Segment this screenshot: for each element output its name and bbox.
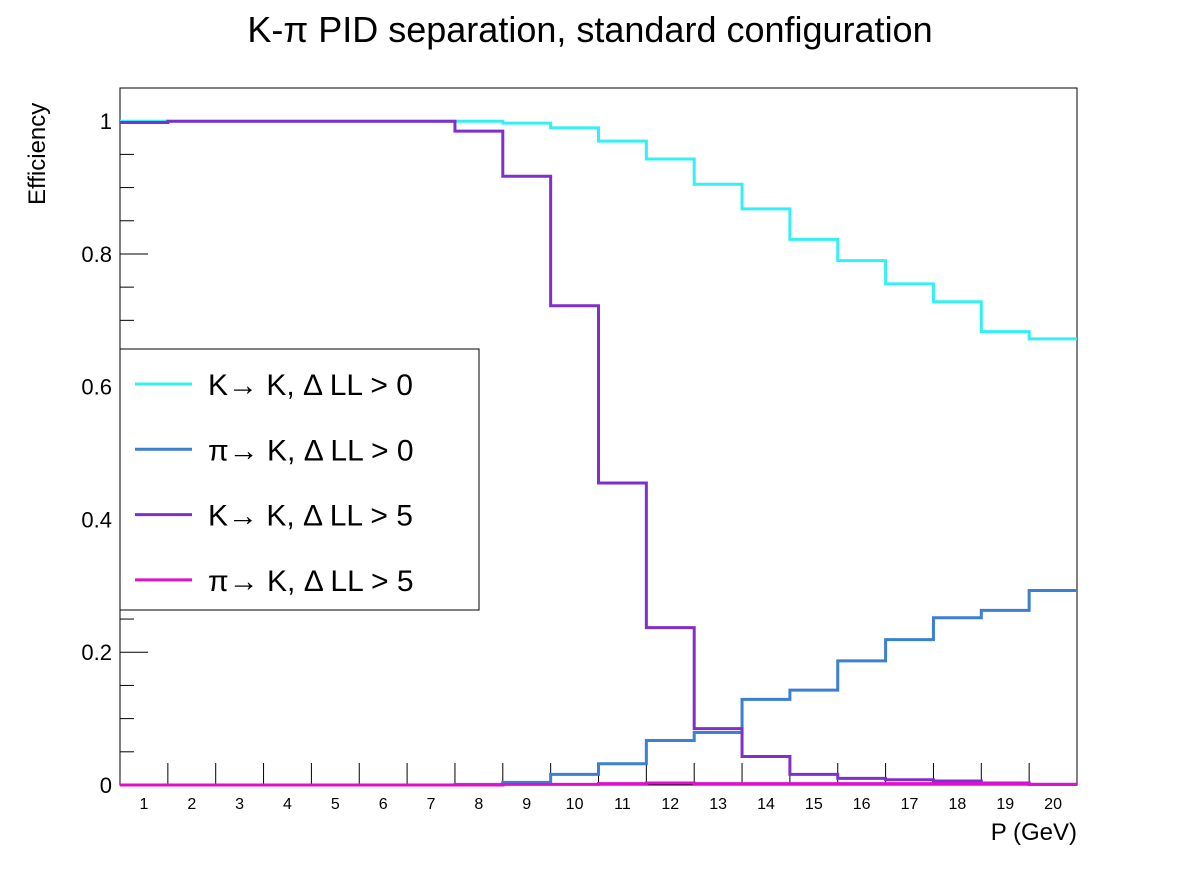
legend-label-3: K→ K, Δ LL > 5 [208,500,413,533]
x-tick-label: 14 [757,796,775,813]
y-tick-label: 0.2 [81,640,112,665]
x-tick-label: 5 [331,796,340,813]
x-tick-label: 20 [1044,796,1062,813]
series-line-3 [120,119,1077,786]
y-tick-label: 0.4 [81,507,112,532]
x-tick-label: 9 [522,796,531,813]
x-axis-label: P (GeV) [991,819,1077,846]
legend-box [119,348,480,611]
legend-label-2: π→ K, Δ LL > 0 [208,434,414,467]
x-tick-label: 11 [614,796,631,813]
chart-title: K-π PID separation, standard configurati… [247,9,932,50]
x-tick-label: 16 [853,796,871,813]
y-tick-label: 1 [100,109,112,134]
legend-entries: K→ K, Δ LL > 0 π→ K, Δ LL > 0 K→ K, Δ LL >… [135,369,414,598]
x-tick-label: 19 [996,796,1014,813]
x-tick-label: 15 [805,796,823,813]
legend: K→ K, Δ LL > 0 π→ K, Δ LL > 0 K→ K, Δ LL >… [119,348,480,611]
x-tick-label: 10 [566,796,584,813]
series-line-4 [120,781,1077,787]
x-tick-label: 13 [709,796,727,813]
x-tick-label: 1 [139,796,148,813]
series-line-2 [120,589,1077,787]
y-tick-label: 0.8 [81,242,112,267]
x-tick-label: 6 [379,796,388,813]
y-tick-label: 0.6 [81,375,112,400]
x-tick-label: 7 [427,796,436,813]
y-tick-label: 0 [100,773,112,798]
x-tick-label: 3 [235,796,244,813]
legend-label-4: π→ K, Δ LL > 5 [208,565,414,598]
y-axis-label: Efficiency [24,103,51,205]
x-tick-label: 8 [474,796,483,813]
x-axis-ticks: 1 2 3 4 5 6 7 8 9 10 11 12 13 14 15 16 17 18 19 20 [139,763,1062,813]
x-tick-label: 12 [661,796,679,813]
x-tick-label: 17 [901,796,919,813]
legend-label-1: K→ K, Δ LL > 0 [208,369,413,402]
x-tick-label: 4 [283,796,292,813]
x-tick-label: 18 [948,796,966,813]
x-tick-label: 2 [187,796,196,813]
series-lines [120,119,1077,787]
